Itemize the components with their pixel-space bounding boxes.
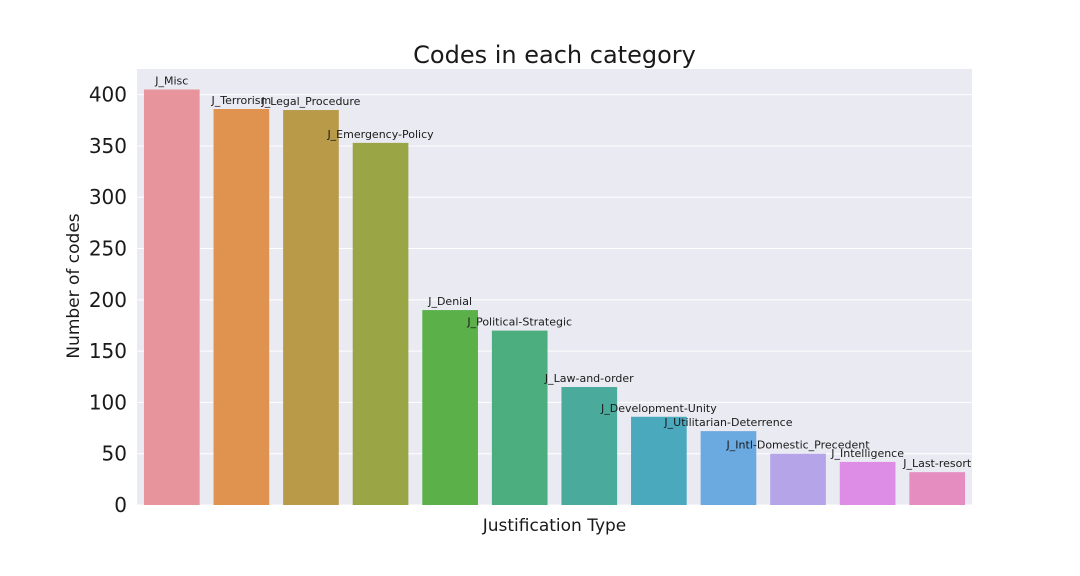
bar-data-label: J_Intelligence bbox=[830, 447, 904, 460]
bar bbox=[631, 416, 687, 505]
bar bbox=[839, 461, 896, 505]
y-tick-label: 400 bbox=[89, 83, 127, 107]
bar-data-label: J_Utilitarian-Deterrence bbox=[663, 416, 792, 429]
y-tick-label: 150 bbox=[89, 339, 127, 363]
bar bbox=[909, 472, 966, 505]
y-tick-label: 200 bbox=[89, 288, 127, 312]
bar bbox=[283, 110, 339, 506]
bar-data-label: J_Legal_Procedure bbox=[260, 95, 360, 108]
bar-data-label: J_Emergency-Policy bbox=[326, 128, 434, 141]
bar-data-label: J_Denial bbox=[427, 295, 472, 308]
x-axis-label: Justification Type bbox=[482, 516, 627, 536]
bar-data-label: J_Terrorism bbox=[211, 94, 272, 107]
y-tick-label: 50 bbox=[102, 442, 127, 466]
bar bbox=[491, 330, 548, 505]
bar bbox=[352, 142, 409, 505]
bar-data-label: J_Last-resort bbox=[902, 457, 972, 470]
bar-data-label: J_Misc bbox=[154, 75, 188, 88]
bar-data-label: J_Intl-Domestic_Precedent bbox=[726, 439, 871, 452]
bar bbox=[143, 89, 200, 506]
y-axis-label: Number of codes bbox=[64, 213, 84, 358]
bar bbox=[700, 431, 757, 505]
bar bbox=[213, 109, 270, 506]
bar-data-label: J_Law-and-order bbox=[544, 372, 634, 385]
bar-data-label: J_Development-Unity bbox=[600, 402, 717, 415]
bars bbox=[143, 89, 966, 506]
chart-title: Codes in each category bbox=[413, 41, 696, 69]
plot-background bbox=[137, 69, 972, 505]
y-tick-label: 0 bbox=[114, 493, 127, 517]
bar bbox=[561, 387, 618, 505]
y-tick-label: 300 bbox=[89, 185, 127, 209]
y-tick-label: 100 bbox=[89, 390, 127, 414]
bar bbox=[422, 310, 478, 505]
y-axis-ticks: 0 50 100 150 200 250 300 350 400 bbox=[89, 83, 127, 517]
bar bbox=[770, 453, 826, 505]
grid-lines bbox=[137, 94, 972, 506]
y-tick-label: 250 bbox=[89, 237, 127, 261]
bar-data-label: J_Political-Strategic bbox=[466, 316, 572, 329]
y-tick-label: 350 bbox=[89, 134, 127, 158]
